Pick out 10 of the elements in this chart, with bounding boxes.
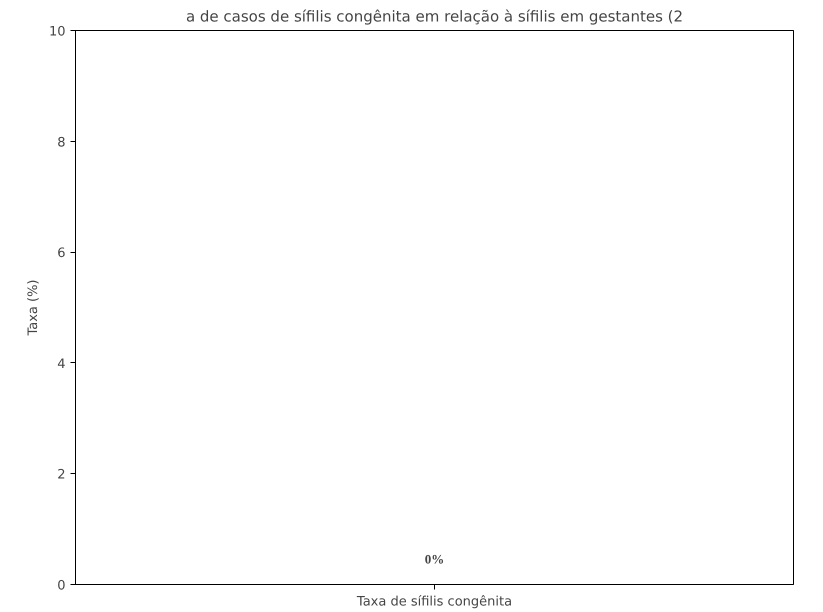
y-tick-label: 8 — [57, 135, 66, 150]
data-label: 0% — [424, 552, 444, 566]
chart-title: a de casos de sífilis congênita em relação à sífilis em gestantes (2 — [186, 8, 684, 26]
y-tick-label: 10 — [48, 24, 66, 40]
x-tick-label: Taxa de sífilis congênita — [356, 594, 512, 610]
y-tick-label: 2 — [57, 468, 66, 483]
y-tick-label: 4 — [57, 356, 66, 372]
y-axis-title: Taxa (%) — [26, 279, 41, 337]
y-tick-label: 6 — [57, 246, 66, 262]
y-tick-label: 0 — [57, 578, 66, 594]
